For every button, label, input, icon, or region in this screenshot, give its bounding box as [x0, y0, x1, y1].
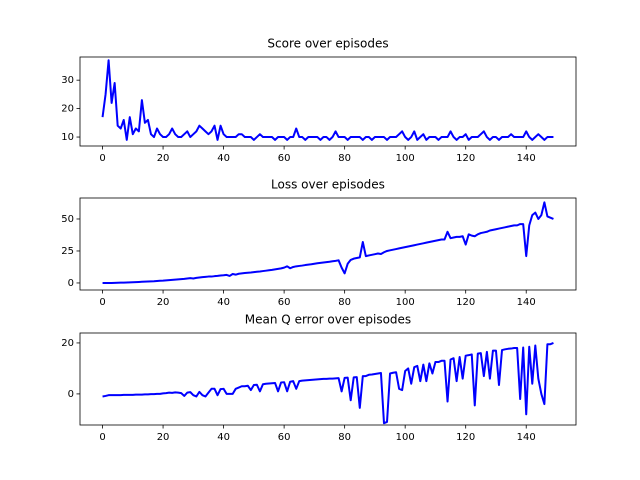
x-tick-label: 0	[99, 432, 105, 443]
y-tick-label: 20	[61, 338, 74, 349]
chart-title: Loss over episodes	[271, 178, 385, 192]
x-tick-label: 140	[517, 432, 536, 443]
axes-frame	[79, 56, 577, 147]
x-tick-label: 20	[157, 153, 170, 164]
x-tick-label: 100	[396, 153, 415, 164]
y-tick-label: 25	[61, 246, 74, 257]
x-tick-label: 40	[217, 297, 230, 308]
x-tick-label: 60	[278, 153, 291, 164]
x-tick-label: 40	[217, 153, 230, 164]
chart-title: Mean Q error over episodes	[245, 313, 411, 327]
y-tick-label: 20	[61, 104, 74, 115]
x-tick-label: 120	[456, 153, 475, 164]
x-tick-label: 40	[217, 432, 230, 443]
chart-title: Score over episodes	[267, 37, 388, 51]
x-tick-label: 140	[517, 297, 536, 308]
x-tick-label: 140	[517, 153, 536, 164]
x-tick-label: 60	[278, 297, 291, 308]
axes-frame	[79, 332, 577, 426]
y-tick-label: 30	[61, 75, 74, 86]
x-tick-label: 60	[278, 432, 291, 443]
x-tick-label: 120	[456, 432, 475, 443]
x-tick-label: 100	[396, 297, 415, 308]
x-tick-label: 100	[396, 432, 415, 443]
x-tick-label: 20	[157, 297, 170, 308]
x-tick-label: 0	[99, 153, 105, 164]
y-tick-label: 10	[61, 132, 74, 143]
x-tick-label: 80	[338, 153, 351, 164]
x-tick-label: 20	[157, 432, 170, 443]
data-line	[101, 59, 554, 141]
y-tick-label: 50	[61, 214, 74, 225]
data-line	[102, 201, 554, 284]
x-tick-label: 120	[456, 297, 475, 308]
x-tick-label: 0	[99, 297, 105, 308]
y-tick-label: 0	[68, 389, 74, 400]
x-tick-label: 80	[338, 297, 351, 308]
data-line	[102, 342, 554, 425]
y-tick-label: 0	[68, 278, 74, 289]
axes-frame	[79, 197, 577, 291]
x-tick-label: 80	[338, 432, 351, 443]
